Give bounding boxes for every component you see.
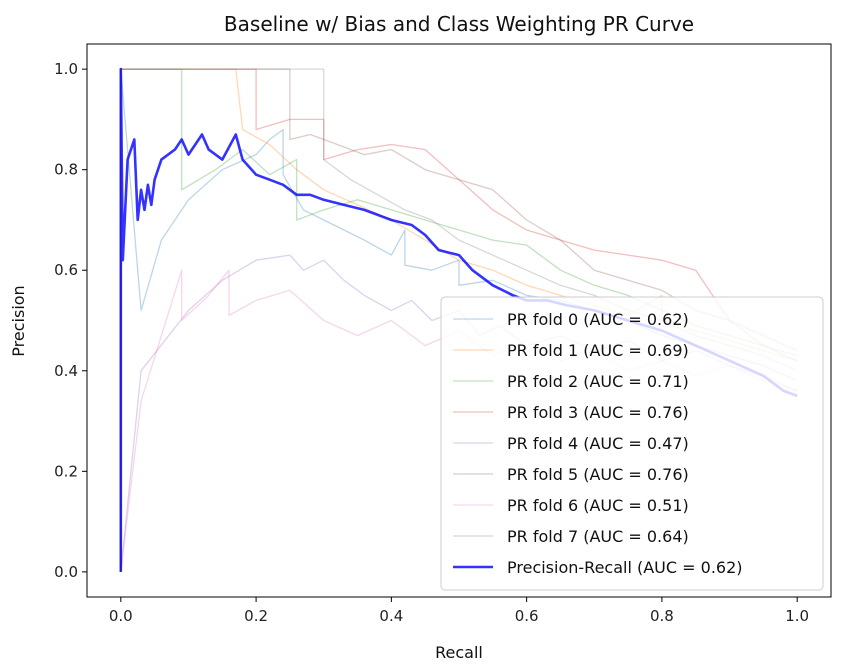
y-tick-label: 0.8 (54, 161, 78, 179)
y-tick-label: 0.6 (54, 261, 78, 279)
y-axis-ticks: 0.0 0.2 0.4 0.6 0.8 1.0 (54, 60, 87, 581)
x-tick-label: 0.2 (244, 607, 268, 625)
x-axis-label: Recall (435, 643, 483, 662)
x-tick-label: 1.0 (785, 607, 809, 625)
legend-label-0: PR fold 0 (AUC = 0.62) (507, 310, 689, 329)
legend-label-6: PR fold 6 (AUC = 0.51) (507, 496, 689, 515)
legend-label-8: Precision-Recall (AUC = 0.62) (507, 558, 743, 577)
x-tick-label: 0.0 (109, 607, 133, 625)
legend-label-3: PR fold 3 (AUC = 0.76) (507, 403, 689, 422)
x-tick-label: 0.4 (379, 607, 403, 625)
x-tick-label: 0.8 (650, 607, 674, 625)
y-axis-label: Precision (9, 285, 28, 356)
x-tick-label: 0.6 (515, 607, 539, 625)
series-line-3 (120, 68, 798, 572)
y-tick-label: 0.4 (54, 362, 78, 380)
legend-label-2: PR fold 2 (AUC = 0.71) (507, 372, 689, 391)
legend-label-4: PR fold 4 (AUC = 0.47) (507, 434, 689, 453)
legend-label-7: PR fold 7 (AUC = 0.64) (507, 527, 689, 546)
legend-label-5: PR fold 5 (AUC = 0.76) (507, 465, 689, 484)
y-tick-label: 0.2 (54, 462, 78, 480)
chart-title: Baseline w/ Bias and Class Weighting PR … (224, 12, 694, 36)
legend-box (440, 296, 824, 591)
y-tick-label: 0.0 (54, 563, 78, 581)
legend: PR fold 0 (AUC = 0.62) PR fold 1 (AUC = 0… (440, 296, 824, 591)
legend-label-1: PR fold 1 (AUC = 0.69) (507, 341, 689, 360)
y-tick-label: 1.0 (54, 60, 78, 78)
x-axis-ticks: 0.0 0.2 0.4 0.6 0.8 1.0 (109, 597, 809, 625)
plot-frame (86, 43, 832, 598)
